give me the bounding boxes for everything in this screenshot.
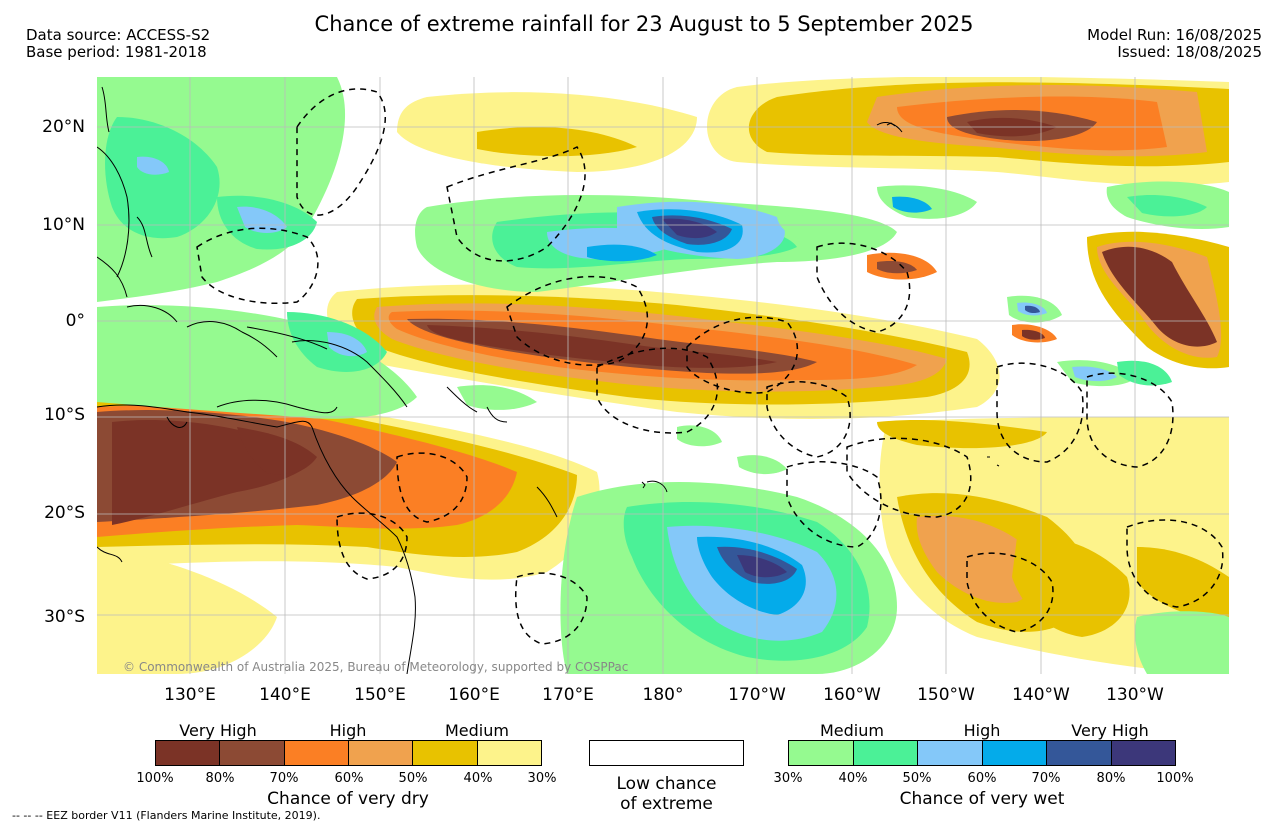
- issued-date: Issued: 18/08/2025: [1117, 43, 1262, 61]
- wet-tick: 50%: [902, 771, 932, 786]
- dry-tick: 80%: [205, 771, 235, 786]
- wet-region-itcz: [415, 181, 1229, 292]
- low-chance-swatch: [589, 740, 744, 766]
- low-chance-label: Low chance of extreme: [589, 774, 744, 814]
- lon-label-150w: 150°W: [917, 685, 975, 705]
- wet-region-south-pacific: [560, 425, 1229, 674]
- dry-region-southeast-pacific: [877, 417, 1229, 674]
- wet-tick: 100%: [1156, 771, 1194, 786]
- lon-label-160e: 160°E: [448, 685, 500, 705]
- wet-tick: 70%: [1031, 771, 1061, 786]
- dry-colorbar: [155, 740, 542, 766]
- dry-swatch-100-80: [156, 741, 221, 765]
- wet-tick: 60%: [967, 771, 997, 786]
- dry-cat-very-high: Very High: [179, 721, 257, 740]
- wet-tick: 80%: [1096, 771, 1126, 786]
- wet-swatch-80-100: [1111, 741, 1175, 765]
- dry-tick: 50%: [398, 771, 428, 786]
- lon-label-170w: 170°W: [728, 685, 786, 705]
- lon-label-160w: 160°W: [823, 685, 881, 705]
- dry-region-north-pacific: [397, 77, 1229, 186]
- wet-legend-title: Chance of very wet: [899, 789, 1065, 809]
- lat-label-20s: 20°S: [44, 503, 85, 523]
- dry-cat-high: High: [329, 721, 367, 740]
- dry-cat-medium: Medium: [445, 721, 509, 740]
- wet-colorbar: [788, 740, 1176, 766]
- base-period: Base period: 1981-2018: [26, 43, 207, 61]
- wet-swatch-30-40: [789, 741, 854, 765]
- model-info-block: Model Run: 16/08/2025 Issued: 18/08/2025: [1087, 27, 1262, 61]
- dry-swatch-80-70: [220, 741, 285, 765]
- lon-label-130e: 130°E: [164, 685, 216, 705]
- wet-cat-high: High: [963, 721, 1001, 740]
- wet-swatch-60-70: [982, 741, 1047, 765]
- dry-tick: 30%: [527, 771, 557, 786]
- lon-label-140w: 140°W: [1012, 685, 1070, 705]
- lat-label-30s: 30°S: [44, 607, 85, 627]
- dry-tick: 60%: [334, 771, 364, 786]
- rainfall-map: [97, 77, 1229, 674]
- dry-swatch-50-40: [413, 741, 478, 765]
- island-markers: [641, 122, 1000, 489]
- data-source: Data source: ACCESS-S2: [26, 26, 211, 44]
- dry-region-equatorial: [327, 284, 1000, 419]
- lat-label-20n: 20°N: [42, 117, 85, 137]
- wet-region-central-pacific: [457, 295, 1172, 410]
- wet-swatch-40-50: [853, 741, 918, 765]
- wet-tick: 40%: [838, 771, 868, 786]
- coastlines: [97, 86, 903, 674]
- wet-tick: 30%: [773, 771, 803, 786]
- dry-tick: 70%: [269, 771, 299, 786]
- lon-label-180: 180°: [642, 685, 684, 705]
- wet-swatch-70-80: [1047, 741, 1112, 765]
- lon-label-130w: 130°W: [1106, 685, 1164, 705]
- lat-label-0: 0°: [65, 311, 85, 331]
- lat-label-10s: 10°S: [44, 405, 85, 425]
- dry-tick: 40%: [463, 771, 493, 786]
- low-chance-line1: Low chance: [616, 774, 717, 794]
- dry-swatch-40-30: [477, 741, 541, 765]
- wet-cat-medium: Medium: [820, 721, 884, 740]
- model-run: Model Run: 16/08/2025: [1087, 26, 1262, 44]
- lon-label-140e: 140°E: [259, 685, 311, 705]
- dry-swatch-70-60: [284, 741, 349, 765]
- low-chance-line2: of extreme: [620, 794, 713, 814]
- eez-borders: [196, 88, 1224, 645]
- dry-tick: 100%: [136, 771, 174, 786]
- dry-legend-title: Chance of very dry: [267, 789, 429, 809]
- graticule: [97, 77, 1229, 674]
- wet-swatch-50-60: [918, 741, 983, 765]
- map-canvas: [97, 77, 1229, 674]
- dry-swatch-60-50: [348, 741, 414, 765]
- eez-note: -- -- -- EEZ border V11 (Flanders Marine…: [12, 809, 321, 822]
- lon-label-170e: 170°E: [542, 685, 594, 705]
- map-title: Chance of extreme rainfall for 23 August…: [314, 12, 974, 36]
- lon-label-150e: 150°E: [354, 685, 406, 705]
- data-source-block: Data source: ACCESS-S2 Base period: 1981…: [26, 27, 210, 61]
- wet-cat-very-high: Very High: [1071, 721, 1149, 740]
- wet-region-west-pacific: [97, 77, 417, 419]
- copyright-notice: © Commonwealth of Australia 2025, Bureau…: [123, 660, 629, 674]
- lat-label-10n: 10°N: [42, 215, 85, 235]
